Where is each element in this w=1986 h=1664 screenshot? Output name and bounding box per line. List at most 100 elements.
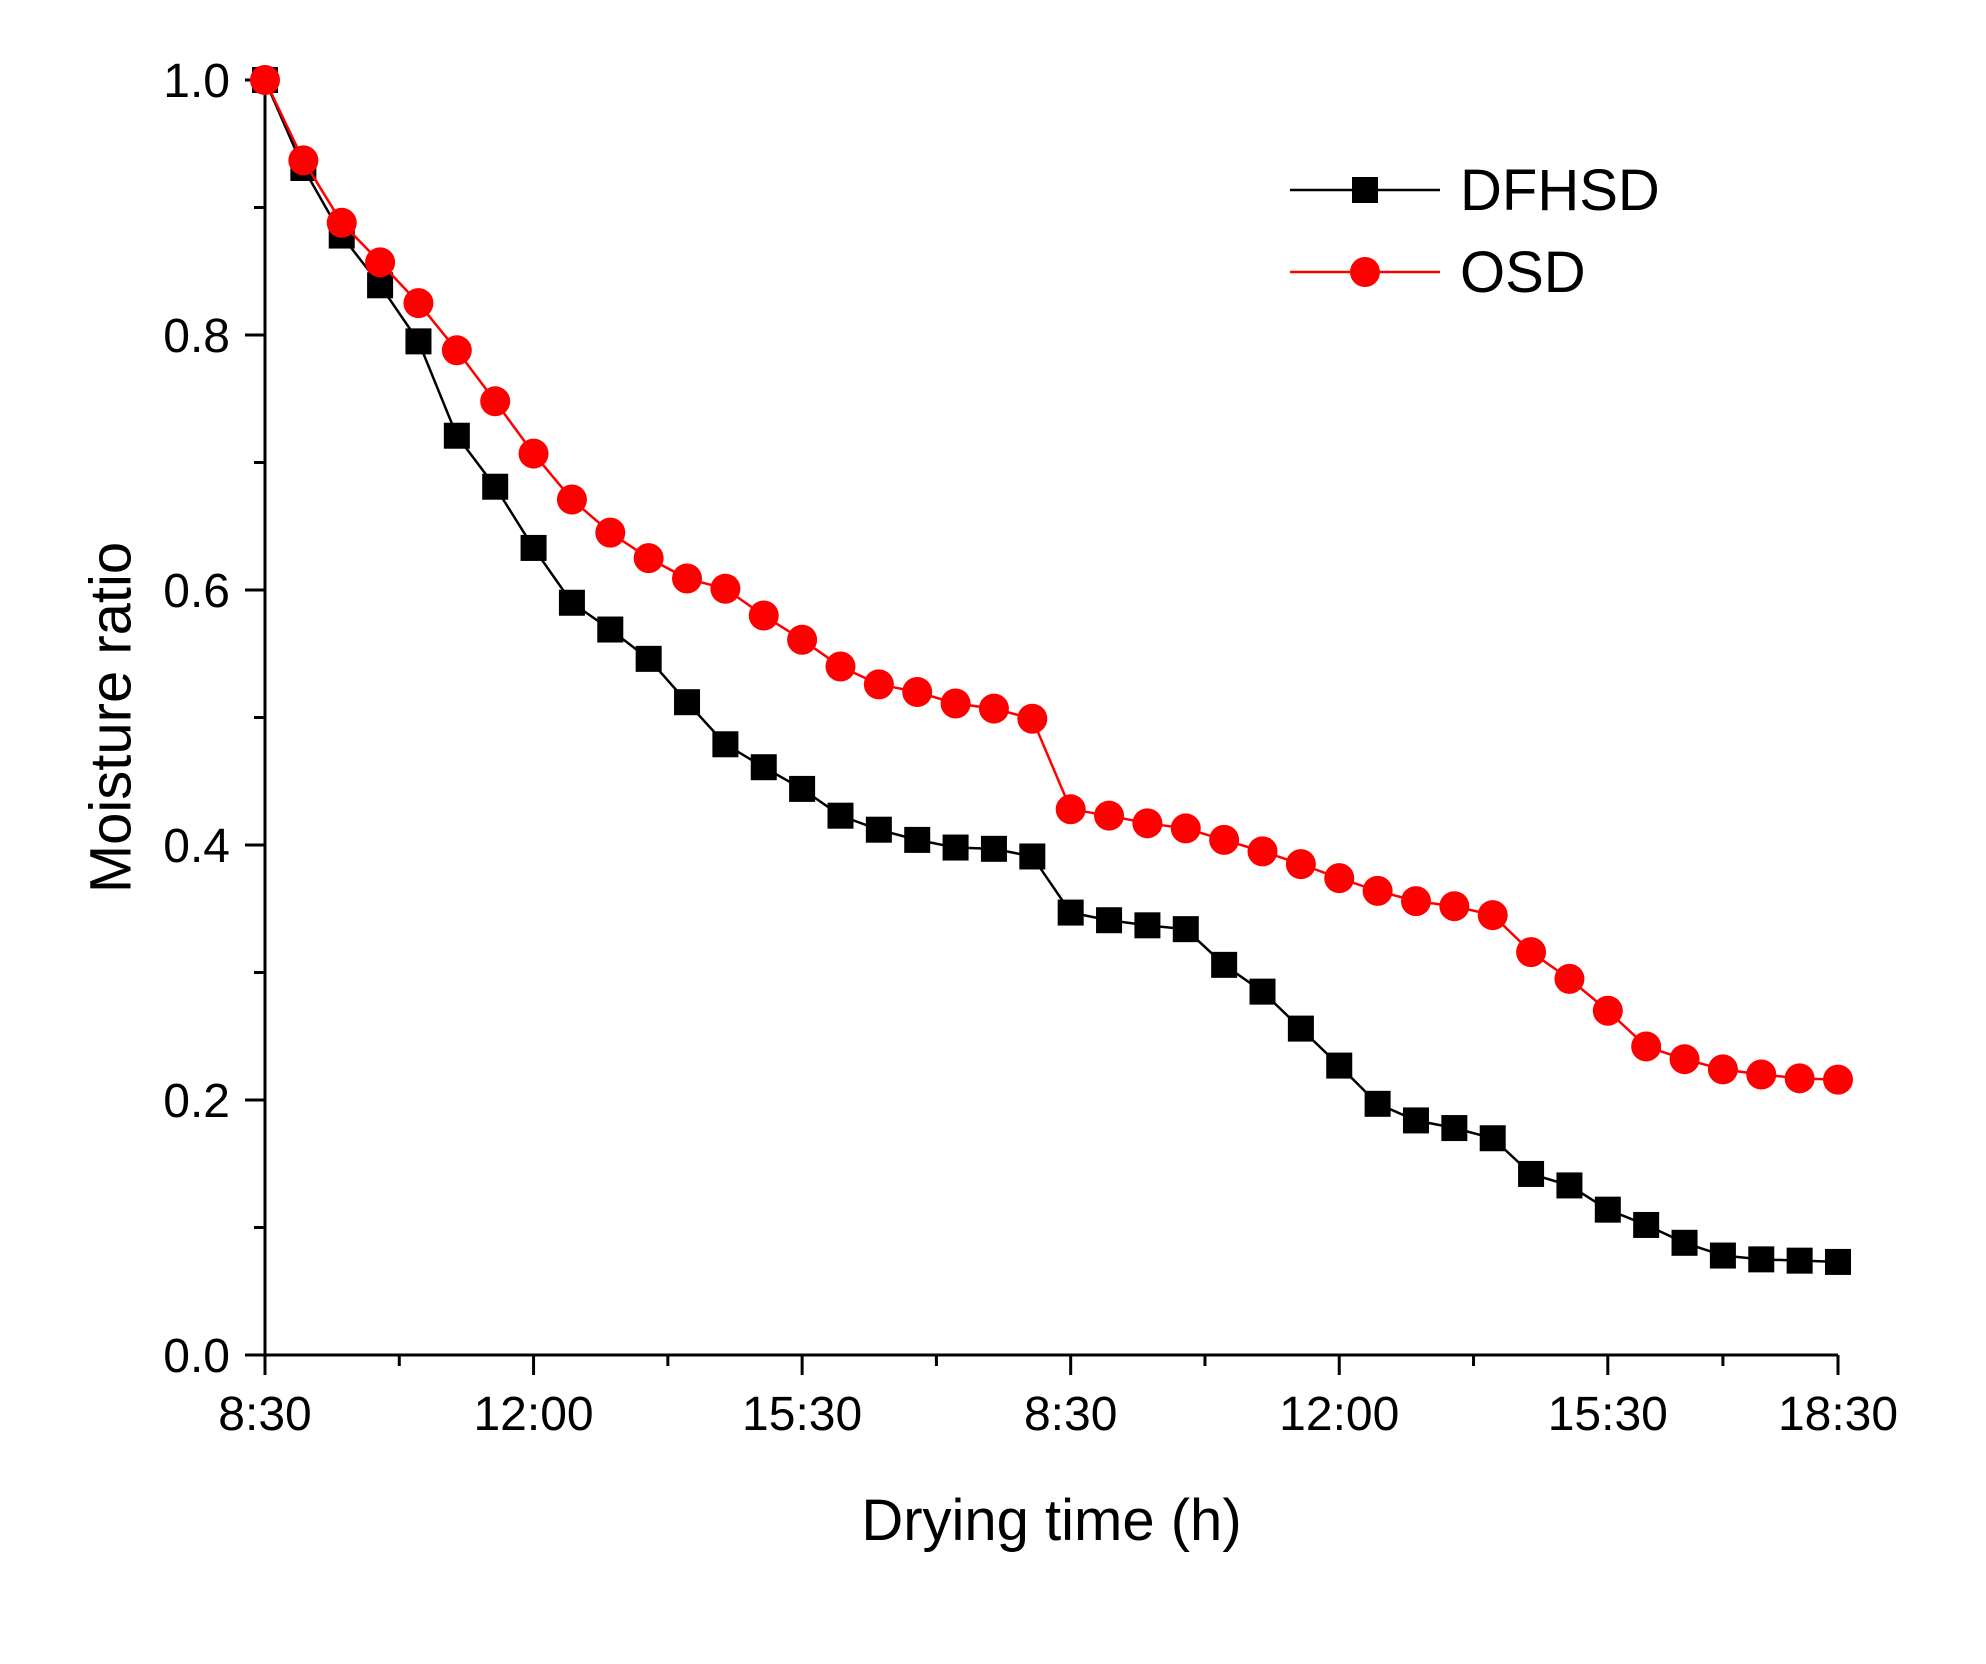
data-point-dfhsd bbox=[1172, 916, 1199, 943]
data-point-osd bbox=[1285, 849, 1316, 880]
y-tick-label: 0.6 bbox=[163, 565, 230, 618]
data-point-dfhsd bbox=[1594, 1196, 1621, 1223]
data-point-osd bbox=[1055, 794, 1086, 825]
data-point-dfhsd bbox=[1633, 1211, 1660, 1238]
data-point-dfhsd bbox=[1019, 843, 1046, 870]
axes: 8:30 12:00 15:30 8:30 12:00 15:30 18:30 0.0 0.2 0… bbox=[163, 55, 1898, 1441]
data-point-osd bbox=[1707, 1054, 1738, 1085]
data-point-dfhsd bbox=[827, 802, 854, 829]
data-point-dfhsd bbox=[1249, 978, 1276, 1005]
legend-item-osd: OSD bbox=[1290, 240, 1586, 305]
data-point-osd bbox=[1362, 875, 1393, 906]
legend-item-dfhsd: DFHSD bbox=[1290, 158, 1660, 223]
data-point-dfhsd bbox=[405, 328, 432, 355]
data-point-osd bbox=[1324, 863, 1355, 894]
data-point-dfhsd bbox=[865, 816, 892, 843]
x-tick-label: 8:30 bbox=[1024, 1388, 1117, 1441]
data-point-osd bbox=[556, 484, 587, 515]
data-point-dfhsd bbox=[1825, 1248, 1851, 1275]
x-tick-label: 15:30 bbox=[1548, 1388, 1668, 1441]
data-point-osd bbox=[940, 688, 971, 719]
y-axis-title: Moisture ratio bbox=[78, 542, 143, 893]
data-point-osd bbox=[1094, 800, 1125, 831]
data-point-dfhsd bbox=[980, 835, 1007, 862]
data-point-dfhsd bbox=[597, 616, 624, 643]
y-tick-label: 0.2 bbox=[163, 1075, 230, 1128]
data-point-osd bbox=[1669, 1044, 1700, 1075]
data-point-dfhsd bbox=[1134, 912, 1161, 939]
data-point-osd bbox=[365, 247, 396, 278]
data-point-osd bbox=[1017, 703, 1048, 734]
data-point-dfhsd bbox=[1556, 1172, 1583, 1199]
series-layer bbox=[250, 65, 1853, 1275]
data-point-dfhsd bbox=[1402, 1107, 1429, 1134]
data-point-dfhsd bbox=[750, 754, 777, 781]
data-point-dfhsd bbox=[904, 826, 931, 853]
data-point-osd bbox=[902, 677, 933, 707]
data-point-dfhsd bbox=[712, 731, 739, 758]
data-point-osd bbox=[1631, 1031, 1662, 1062]
data-point-osd bbox=[1400, 886, 1431, 917]
data-point-osd bbox=[863, 669, 894, 700]
data-point-dfhsd bbox=[1364, 1090, 1391, 1117]
data-point-dfhsd bbox=[1326, 1052, 1353, 1079]
data-point-dfhsd bbox=[1057, 899, 1084, 926]
series-line-osd bbox=[263, 79, 1839, 1081]
x-tick-label: 18:30 bbox=[1778, 1388, 1898, 1441]
data-point-osd bbox=[480, 386, 511, 417]
data-point-osd bbox=[1209, 824, 1240, 855]
series-osd bbox=[250, 65, 1853, 1095]
data-point-dfhsd bbox=[1441, 1115, 1468, 1142]
data-point-dfhsd bbox=[942, 834, 969, 861]
data-point-osd bbox=[978, 693, 1009, 724]
data-point-osd bbox=[1746, 1059, 1777, 1090]
data-point-dfhsd bbox=[1211, 951, 1238, 978]
data-point-osd bbox=[1516, 937, 1547, 968]
data-point-osd bbox=[1477, 900, 1508, 931]
data-point-dfhsd bbox=[1518, 1160, 1545, 1187]
x-tick-label: 12:00 bbox=[1279, 1388, 1399, 1441]
series-line-dfhsd bbox=[263, 79, 1839, 1264]
data-point-osd bbox=[787, 624, 818, 655]
x-axis-title: Drying time (h) bbox=[861, 1488, 1241, 1553]
legend-marker-square bbox=[1352, 177, 1378, 203]
legend-label: OSD bbox=[1460, 240, 1586, 305]
data-point-dfhsd bbox=[1786, 1247, 1813, 1274]
data-point-osd bbox=[1247, 836, 1278, 867]
data-point-dfhsd bbox=[1096, 907, 1123, 934]
series-dfhsd bbox=[252, 67, 1851, 1275]
data-point-osd bbox=[595, 517, 626, 548]
data-point-osd bbox=[1439, 891, 1470, 922]
legend: DFHSD OSD bbox=[1290, 158, 1660, 305]
data-point-osd bbox=[518, 438, 549, 469]
data-point-osd bbox=[326, 207, 357, 238]
data-point-osd bbox=[633, 543, 664, 574]
data-point-dfhsd bbox=[1287, 1015, 1314, 1042]
data-point-dfhsd bbox=[1479, 1125, 1506, 1152]
data-point-osd bbox=[748, 600, 779, 631]
data-point-dfhsd bbox=[674, 689, 701, 716]
data-point-dfhsd bbox=[558, 589, 585, 616]
data-point-dfhsd bbox=[1748, 1246, 1775, 1273]
x-tick-label: 12:00 bbox=[473, 1388, 593, 1441]
data-point-osd bbox=[441, 335, 472, 366]
data-point-osd bbox=[1554, 963, 1585, 994]
data-point-dfhsd bbox=[635, 645, 662, 672]
data-point-osd bbox=[403, 288, 434, 319]
legend-marker-circle bbox=[1350, 257, 1380, 287]
data-point-dfhsd bbox=[1671, 1229, 1698, 1256]
data-point-osd bbox=[1132, 808, 1163, 839]
data-point-dfhsd bbox=[443, 422, 470, 449]
data-point-osd bbox=[250, 65, 280, 95]
y-tick-label: 0.8 bbox=[163, 310, 230, 363]
data-point-dfhsd bbox=[789, 775, 816, 802]
data-point-dfhsd bbox=[1709, 1242, 1736, 1269]
legend-label: DFHSD bbox=[1460, 158, 1660, 223]
y-tick-label: 0.0 bbox=[163, 1330, 230, 1383]
data-point-osd bbox=[672, 563, 703, 594]
x-tick-label: 8:30 bbox=[218, 1388, 311, 1441]
y-tick-label: 1.0 bbox=[163, 55, 230, 108]
data-point-osd bbox=[825, 651, 856, 682]
